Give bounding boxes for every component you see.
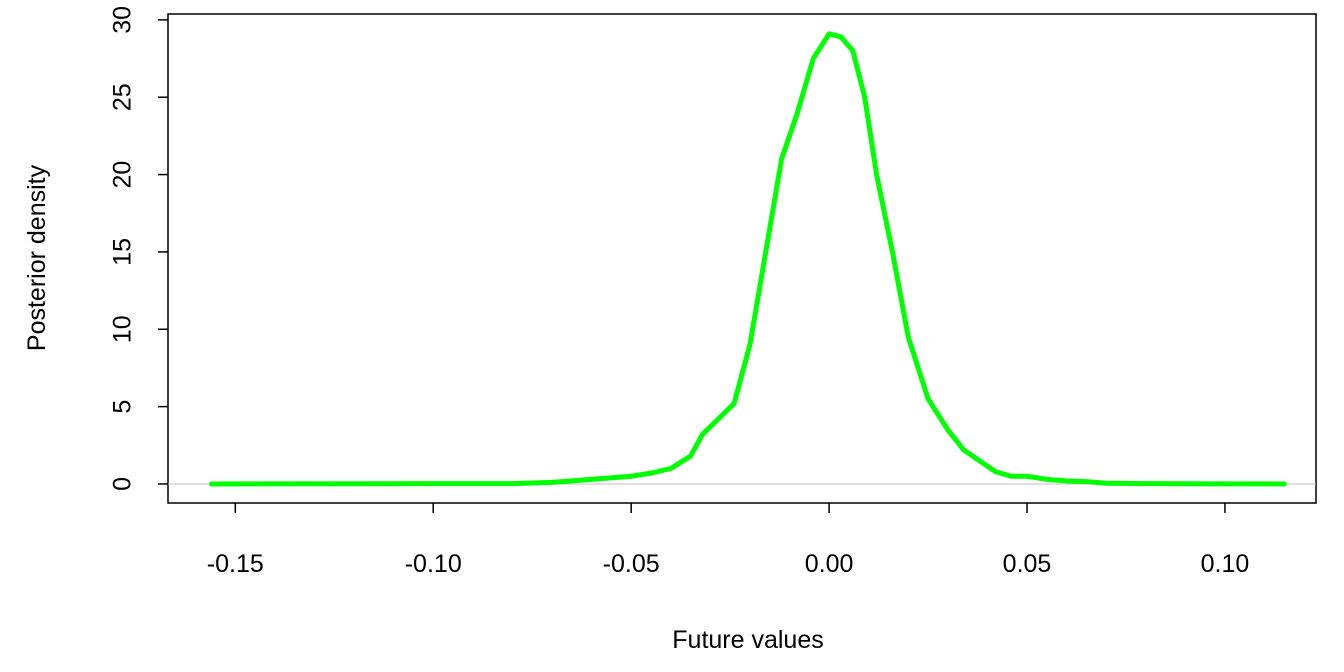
x-tick-label: -0.10 <box>405 550 462 578</box>
x-tick-label: 0.00 <box>805 550 854 578</box>
y-tick-label: 25 <box>109 83 137 111</box>
y-tick-label: 20 <box>109 161 137 189</box>
y-tick-label: 30 <box>109 6 137 34</box>
y-axis-label: Posterior density <box>23 164 51 351</box>
x-tick-label: -0.15 <box>207 550 264 578</box>
x-tick-label: 0.10 <box>1201 550 1250 578</box>
density-line <box>209 31 1287 487</box>
y-tick-label: 15 <box>109 238 137 266</box>
x-tick-label: -0.05 <box>603 550 660 578</box>
x-axis-label: Future values <box>672 626 823 654</box>
x-tick-label: 0.05 <box>1003 550 1052 578</box>
plot-frame <box>167 13 1317 504</box>
y-tick-label: 10 <box>109 315 137 343</box>
y-tick-label: 5 <box>109 400 137 414</box>
y-tick-label: 0 <box>109 477 137 491</box>
